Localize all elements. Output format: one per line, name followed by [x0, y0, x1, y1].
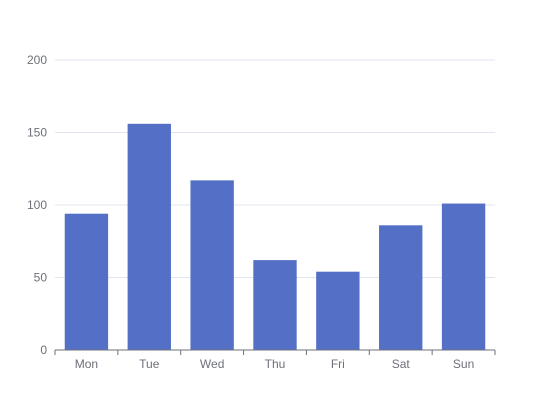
x-tick-label: Tue — [139, 357, 160, 371]
y-tick-label: 0 — [40, 343, 47, 357]
bar-wed[interactable] — [190, 180, 234, 350]
bar-thu[interactable] — [253, 260, 297, 350]
x-tick-label: Sat — [392, 357, 411, 371]
x-tick-label: Fri — [331, 357, 345, 371]
y-tick-label: 50 — [34, 271, 48, 285]
bar-fri[interactable] — [316, 271, 360, 350]
x-tick-label: Thu — [265, 357, 286, 371]
bar-mon[interactable] — [64, 213, 109, 350]
x-axis — [54, 349, 496, 355]
grid-lines — [55, 59, 495, 278]
y-tick-label: 100 — [27, 198, 47, 212]
bar-sat[interactable] — [379, 225, 423, 350]
y-tick-label: 150 — [27, 126, 47, 140]
y-axis-tick-labels: 0 50 100 150 200 — [27, 53, 47, 357]
bar-sun[interactable] — [441, 203, 486, 350]
x-tick-label: Sun — [453, 357, 474, 371]
bar-tue[interactable] — [127, 123, 171, 350]
x-axis-tick-labels: Mon Tue Wed Thu Fri Sat Sun — [75, 357, 474, 371]
bars — [64, 123, 486, 350]
x-tick-label: Mon — [75, 357, 98, 371]
y-tick-label: 200 — [27, 53, 47, 67]
x-tick-label: Wed — [200, 357, 224, 371]
